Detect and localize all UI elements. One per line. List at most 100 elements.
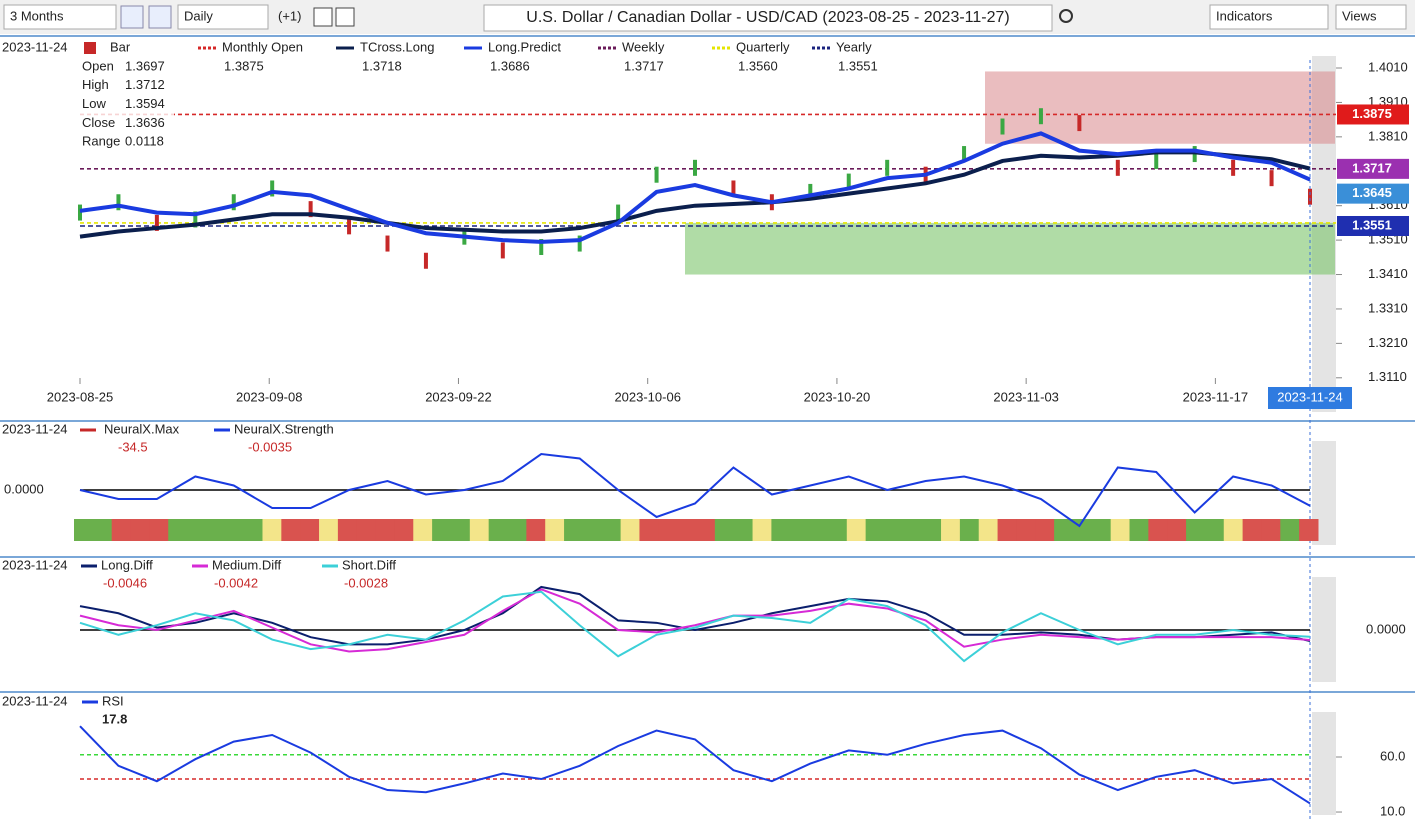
zoom-out-button[interactable] xyxy=(148,5,172,29)
signal-cell xyxy=(1280,519,1300,541)
strength-line xyxy=(79,452,1311,528)
zero-label: 0.0000 xyxy=(1366,621,1406,636)
search-icon[interactable] xyxy=(1059,9,1073,23)
resistance-zone xyxy=(985,71,1335,144)
signal-cell xyxy=(469,519,490,541)
x-tick-label: 2023-09-22 xyxy=(425,389,492,404)
legend-name: Short.Diff xyxy=(342,557,396,572)
signal-cell xyxy=(733,519,754,541)
interval-select[interactable]: Daily xyxy=(184,8,213,23)
ohlc-label: Low xyxy=(82,96,106,111)
price-tag xyxy=(1337,215,1409,236)
signal-cell xyxy=(413,519,433,541)
legend-value: -0.0035 xyxy=(248,439,292,454)
signal-cell xyxy=(488,519,509,541)
price-tag xyxy=(1337,158,1409,179)
legend-value: 1.3717 xyxy=(624,58,664,73)
close-bar xyxy=(193,211,198,228)
signal-cell xyxy=(432,519,452,541)
legend-value: 1.3686 xyxy=(490,58,530,73)
interval-select-box[interactable] xyxy=(177,4,269,30)
signal-cell xyxy=(696,519,716,541)
x-tick-label: 2023-11-17 xyxy=(1183,389,1249,404)
ohlc-label: Close xyxy=(82,115,115,130)
close-bar xyxy=(808,183,813,200)
zoom-in-button[interactable] xyxy=(120,5,144,29)
legend-name: Medium.Diff xyxy=(212,557,282,572)
close-bar xyxy=(539,238,544,255)
signal-cell xyxy=(1223,519,1244,541)
signal-cell xyxy=(1186,519,1206,541)
close-bar xyxy=(1154,152,1159,169)
long-predict-line xyxy=(79,131,1311,244)
signal-cell xyxy=(997,519,1017,541)
close-bar xyxy=(308,201,313,218)
signal-cell xyxy=(771,519,791,541)
price-tag-label: 1.3717 xyxy=(1352,160,1392,175)
ohlc-value: 1.3697 xyxy=(125,58,165,73)
y-tick-label: 1.3310 xyxy=(1368,300,1408,315)
legend-value: 17.8 xyxy=(102,711,127,726)
signal-cell xyxy=(1110,519,1131,541)
signal-cell xyxy=(507,519,527,541)
tcross-long-line xyxy=(79,150,1311,239)
legend-value: -34.5 xyxy=(118,439,148,454)
legend-value: -0.0028 xyxy=(344,575,388,590)
future-zone xyxy=(1312,712,1336,815)
close-bar xyxy=(385,235,390,252)
legend-value: 1.3560 xyxy=(738,58,778,73)
close-bar xyxy=(1269,170,1274,187)
price-tag xyxy=(1337,183,1409,204)
y-tick-label: 10.0 xyxy=(1380,803,1405,818)
signal-cell xyxy=(168,519,188,541)
signal-cell xyxy=(375,519,395,541)
indicators-select[interactable]: Indicators xyxy=(1216,8,1273,23)
signal-cell xyxy=(526,519,546,541)
signal-cell xyxy=(620,519,640,541)
signal-cell xyxy=(865,519,885,541)
signal-cell xyxy=(1204,519,1225,541)
signal-cell xyxy=(1242,519,1262,541)
signal-cell xyxy=(639,519,659,541)
views-select[interactable]: Views xyxy=(1342,8,1377,23)
signal-cell xyxy=(1261,519,1281,541)
rsi-line xyxy=(79,725,1311,805)
x-tick-label: 2023-10-06 xyxy=(614,389,681,404)
close-bar xyxy=(731,180,736,197)
remove-button[interactable] xyxy=(335,7,355,27)
close-bar xyxy=(270,180,275,197)
signal-cell xyxy=(658,519,678,541)
signal-cell xyxy=(601,519,622,541)
signal-cell xyxy=(149,519,169,541)
signal-cell xyxy=(262,519,282,541)
legend-value: 1.3551 xyxy=(838,58,878,73)
signal-cell xyxy=(884,519,904,541)
ohlc-value: 1.3636 xyxy=(125,115,165,130)
symbol-box[interactable] xyxy=(483,4,1053,32)
add-button[interactable] xyxy=(313,7,333,27)
ohlc-value: 1.3712 xyxy=(125,77,165,92)
range-select-box[interactable] xyxy=(3,4,117,30)
views-select-box[interactable] xyxy=(1335,4,1407,30)
y-tick-label: 1.4010 xyxy=(1368,59,1408,74)
close-bar xyxy=(885,159,890,176)
legend-bar: Bar xyxy=(110,39,131,54)
indicators-select-box[interactable] xyxy=(1209,4,1329,30)
signal-cell xyxy=(959,519,980,541)
range-select[interactable]: 3 Months xyxy=(10,8,64,23)
signal-cell xyxy=(752,519,772,541)
close-bar xyxy=(500,242,505,259)
support-zone xyxy=(685,222,1335,275)
x-tick-label: 2023-11-03 xyxy=(993,389,1059,404)
signal-cell xyxy=(677,519,697,541)
close-bar xyxy=(1308,188,1312,205)
ohlc-label: Range xyxy=(82,134,120,149)
symbol-title[interactable]: U.S. Dollar / Canadian Dollar - USD/CAD … xyxy=(526,9,1009,26)
signal-cell xyxy=(846,519,867,541)
signal-cell xyxy=(1148,519,1168,541)
close-bar xyxy=(1231,159,1236,176)
signal-cell xyxy=(1299,519,1319,541)
close-bar xyxy=(154,214,159,231)
ohlc-label: Open xyxy=(82,58,114,73)
close-bar xyxy=(1038,108,1043,125)
